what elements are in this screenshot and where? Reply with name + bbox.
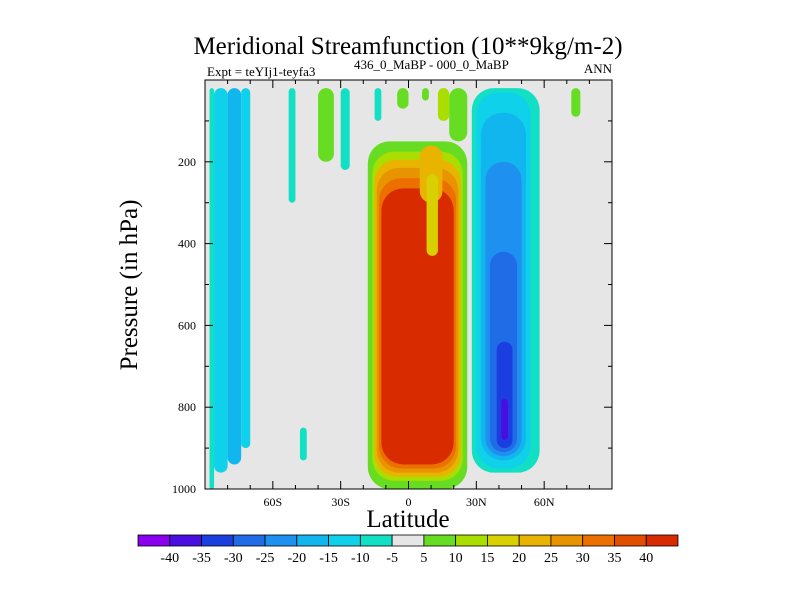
colorbar-swatch-12 xyxy=(518,534,552,547)
colorbar-swatch-11 xyxy=(487,534,520,547)
colorbar-swatch-0 xyxy=(137,534,171,547)
colorbar-label: -20 xyxy=(287,551,306,566)
x-tick-label: 0 xyxy=(406,495,412,509)
colorbar-label: 20 xyxy=(512,551,526,566)
colorbar-swatch-3 xyxy=(232,534,266,547)
colorbar-label: -30 xyxy=(224,551,243,566)
contour-cell-5 xyxy=(299,427,307,461)
colorbar-swatch-5 xyxy=(296,534,329,547)
chart-title: Meridional Streamfunction (10**9kg/m-2) xyxy=(193,33,622,60)
colorbar-label: -10 xyxy=(351,551,370,566)
colorbar-swatch-2 xyxy=(201,534,234,547)
contour-cell-7 xyxy=(340,88,350,170)
colorbar-label: -5 xyxy=(386,551,398,566)
contour-cell-20 xyxy=(426,174,438,256)
colorbar-label: 25 xyxy=(544,551,558,566)
colorbar-label: 35 xyxy=(607,551,621,566)
colorbar-label: -25 xyxy=(256,551,275,566)
contour-cell-27 xyxy=(501,399,508,440)
x-axis-label: Latitude xyxy=(366,506,449,533)
colorbar-swatch-16 xyxy=(645,534,679,547)
colorbar-swatch-10 xyxy=(455,534,488,547)
colorbar-swatch-6 xyxy=(328,534,361,547)
contour-layer xyxy=(209,88,581,490)
y-tick-label: 1000 xyxy=(172,482,196,496)
chart-subtitle-left: Expt = teYIj1-teyfa3 xyxy=(207,64,315,79)
colorbar-swatch-8 xyxy=(391,534,425,547)
contour-cell-0 xyxy=(209,88,215,490)
colorbar-label: 30 xyxy=(576,551,590,566)
contour-cell-2 xyxy=(227,88,242,465)
colorbar-label: -15 xyxy=(319,551,338,566)
x-axis: 60S 30S 0 30N 60N xyxy=(204,80,613,509)
x-tick-label: 60N xyxy=(534,495,555,509)
y-tick-label: 400 xyxy=(178,237,196,251)
contour-cell-11 xyxy=(437,88,450,121)
colorbar: -40 -35 -30 -25 -20 -15 -10 -5 5 10 15 20 25 30 35 40 xyxy=(137,534,679,566)
colorbar-swatch-1 xyxy=(169,534,202,547)
colorbar-swatch-15 xyxy=(614,534,647,547)
x-tick-label: 60S xyxy=(263,495,282,509)
colorbar-swatch-7 xyxy=(359,534,393,547)
colorbar-swatch-13 xyxy=(550,534,584,547)
chart-subtitle-right: ANN xyxy=(584,61,613,76)
x-tick-label: 30S xyxy=(331,495,350,509)
colorbar-label: 10 xyxy=(449,551,463,566)
colorbar-swatch-9 xyxy=(423,534,457,547)
contour-cell-28 xyxy=(571,88,581,117)
colorbar-label: 5 xyxy=(420,551,427,566)
colorbar-swatch-14 xyxy=(582,534,615,547)
colorbar-swatch-4 xyxy=(264,534,298,547)
y-axis: 200 400 600 800 1000 xyxy=(172,79,612,496)
contour-cell-26 xyxy=(496,341,513,449)
contour-cell-10 xyxy=(422,88,429,101)
contour-cell-1 xyxy=(214,88,228,473)
y-tick-label: 600 xyxy=(178,318,196,332)
y-axis-label: Pressure (in hPa) xyxy=(116,200,143,371)
y-tick-label: 200 xyxy=(178,155,196,169)
contour-cell-18 xyxy=(381,188,454,465)
contour-cell-3 xyxy=(241,88,251,449)
contour-cell-9 xyxy=(397,88,409,109)
contour-cell-8 xyxy=(374,88,382,121)
x-tick-label: 30N xyxy=(466,495,487,509)
colorbar-label: -35 xyxy=(192,551,211,566)
y-tick-label: 800 xyxy=(178,400,196,414)
colorbar-label: 40 xyxy=(639,551,653,566)
contour-cell-12 xyxy=(449,88,468,142)
chart-subtitle-left-superscript: 436_0_MaBP - 000_0_MaBP xyxy=(354,57,509,72)
contour-cell-4 xyxy=(288,88,296,203)
colorbar-label: -40 xyxy=(160,551,179,566)
contour-cell-6 xyxy=(318,88,334,162)
colorbar-label: 15 xyxy=(480,551,494,566)
